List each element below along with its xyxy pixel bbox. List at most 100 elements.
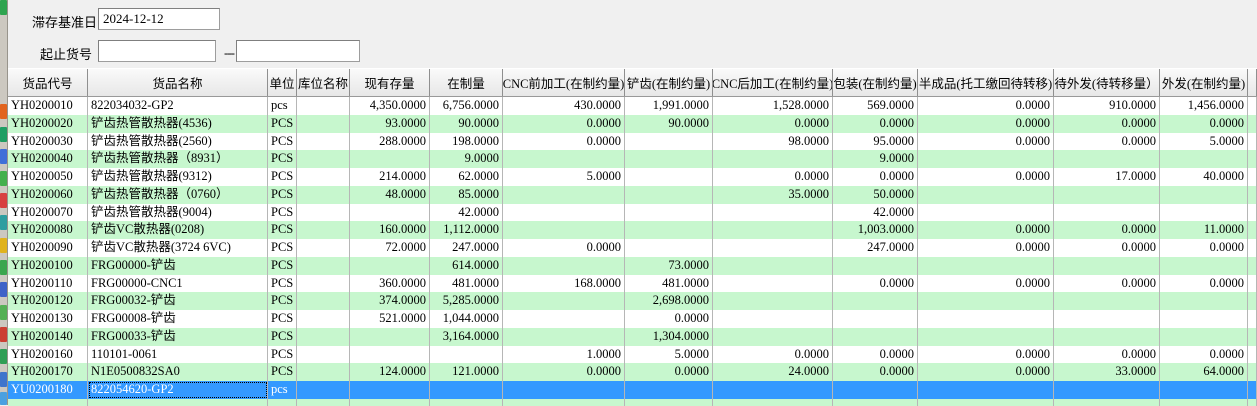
table-cell[interactable] bbox=[1248, 345, 1257, 364]
table-cell[interactable]: YH0200110 bbox=[8, 274, 88, 293]
table-cell[interactable] bbox=[1248, 363, 1257, 381]
table-cell[interactable] bbox=[833, 327, 918, 346]
table-cell[interactable]: PCS bbox=[268, 221, 297, 239]
table-cell[interactable] bbox=[297, 345, 350, 364]
table-cell[interactable] bbox=[713, 256, 833, 275]
table-cell[interactable]: FRG00032-铲齿 bbox=[88, 292, 268, 310]
table-row[interactable]: YH0200010 822034032-GP2 pcs 4,350.0000 6,756… bbox=[8, 97, 1257, 115]
table-cell[interactable]: 1,304.0000 bbox=[625, 327, 713, 346]
table-cell[interactable] bbox=[1160, 150, 1248, 168]
table-cell[interactable]: PCS bbox=[268, 185, 297, 204]
table-cell[interactable]: 822054620-GP2 bbox=[88, 381, 268, 399]
table-cell[interactable]: 110101-0061 bbox=[88, 345, 268, 364]
table-cell[interactable] bbox=[503, 150, 625, 168]
table-cell[interactable]: 85.0000 bbox=[430, 185, 503, 204]
column-header[interactable]: 货品名称 bbox=[88, 69, 268, 96]
table-cell[interactable]: 2,698.0000 bbox=[625, 292, 713, 310]
table-cell[interactable]: PCS bbox=[268, 114, 297, 133]
table-cell[interactable]: FRG00033-铲齿 bbox=[88, 327, 268, 346]
table-cell[interactable]: YH0200010 bbox=[8, 97, 88, 115]
table-row[interactable]: YH0200130 FRG00008-铲齿 PCS 521.0000 1,044.000… bbox=[8, 310, 1257, 328]
table-cell[interactable]: 铲齿热管散热器（0760） bbox=[88, 185, 268, 204]
table-cell[interactable]: 0.0000 bbox=[625, 310, 713, 328]
table-row[interactable]: YH0200050 铲齿热管散热器(9312) PCS 214.0000 62.0000… bbox=[8, 168, 1257, 186]
table-cell[interactable] bbox=[625, 239, 713, 257]
table-cell[interactable] bbox=[350, 398, 430, 406]
table-cell[interactable]: PCS bbox=[268, 363, 297, 381]
table-cell[interactable] bbox=[833, 292, 918, 310]
table-cell[interactable] bbox=[1248, 239, 1257, 257]
table-cell[interactable]: 93.0000 bbox=[350, 114, 430, 133]
table-cell[interactable] bbox=[713, 327, 833, 346]
table-cell[interactable]: YH0200030 bbox=[8, 132, 88, 151]
table-cell[interactable] bbox=[625, 381, 713, 399]
table-cell[interactable]: 0.0000 bbox=[1160, 114, 1248, 133]
table-cell[interactable]: 1,003.0000 bbox=[833, 221, 918, 239]
table-cell[interactable]: 1,456.0000 bbox=[1160, 97, 1248, 115]
table-cell[interactable]: 3,164.0000 bbox=[430, 327, 503, 346]
table-cell[interactable]: 铲齿热管散热器（8931） bbox=[88, 150, 268, 168]
table-cell[interactable] bbox=[350, 381, 430, 399]
table-cell[interactable] bbox=[1160, 381, 1248, 399]
table-cell[interactable]: YH0200060 bbox=[8, 185, 88, 204]
table-row[interactable]: YH0200110 FRG00000-CNC1 PCS 360.0000 481.000… bbox=[8, 274, 1257, 293]
table-cell[interactable] bbox=[625, 203, 713, 222]
table-cell[interactable] bbox=[625, 168, 713, 186]
table-cell[interactable]: 铲齿热管散热器(9312) bbox=[88, 168, 268, 186]
table-cell[interactable] bbox=[297, 363, 350, 381]
column-header[interactable]: CNC后加工(在制约量) bbox=[713, 69, 833, 96]
table-cell[interactable] bbox=[350, 327, 430, 346]
table-cell[interactable] bbox=[1160, 292, 1248, 310]
table-cell[interactable]: 198.0000 bbox=[430, 132, 503, 151]
table-row[interactable]: YH0200020 铲齿热管散热器(4536) PCS 93.0000 90.0000 0… bbox=[8, 114, 1257, 133]
table-cell[interactable]: PCS bbox=[268, 239, 297, 257]
table-cell[interactable] bbox=[503, 381, 625, 399]
table-cell[interactable]: PCS bbox=[268, 168, 297, 186]
table-row[interactable]: YH0200030 铲齿热管散热器(2560) PCS 288.0000 198.000… bbox=[8, 132, 1257, 151]
table-cell[interactable]: 1,112.0000 bbox=[430, 221, 503, 239]
table-cell[interactable]: 5.0000 bbox=[625, 345, 713, 364]
table-cell[interactable]: YH0200020 bbox=[8, 114, 88, 133]
table-cell[interactable]: 0.0000 bbox=[503, 114, 625, 133]
table-cell[interactable] bbox=[350, 150, 430, 168]
table-cell[interactable] bbox=[297, 203, 350, 222]
table-cell[interactable] bbox=[1054, 292, 1160, 310]
table-cell[interactable]: 40.0000 bbox=[1160, 168, 1248, 186]
table-cell[interactable] bbox=[430, 381, 503, 399]
table-cell[interactable]: PCS bbox=[268, 310, 297, 328]
table-cell[interactable] bbox=[713, 150, 833, 168]
table-row[interactable]: YH0200160 110101-0061 PCS 1.0000 5.0000 0.000… bbox=[8, 345, 1257, 364]
table-cell[interactable]: 288.0000 bbox=[350, 132, 430, 151]
table-cell[interactable] bbox=[833, 310, 918, 328]
table-cell[interactable] bbox=[1054, 327, 1160, 346]
table-cell[interactable]: 247.0000 bbox=[430, 239, 503, 257]
table-cell[interactable]: 0.0000 bbox=[1054, 221, 1160, 239]
column-header[interactable] bbox=[1248, 69, 1257, 96]
table-cell[interactable] bbox=[833, 398, 918, 406]
table-cell[interactable]: 95.0000 bbox=[833, 132, 918, 151]
table-cell[interactable] bbox=[1248, 274, 1257, 293]
table-cell[interactable] bbox=[503, 398, 625, 406]
table-cell[interactable]: FRG00000-铲齿 bbox=[88, 256, 268, 275]
table-cell[interactable] bbox=[918, 398, 1054, 406]
table-cell[interactable] bbox=[430, 398, 503, 406]
table-cell[interactable]: 0.0000 bbox=[1160, 274, 1248, 293]
table-cell[interactable]: 569.0000 bbox=[833, 97, 918, 115]
table-cell[interactable] bbox=[918, 292, 1054, 310]
table-cell[interactable]: 0.0000 bbox=[918, 221, 1054, 239]
table-cell[interactable] bbox=[297, 168, 350, 186]
table-cell[interactable]: 铲齿热管散热器(9004) bbox=[88, 203, 268, 222]
table-cell[interactable] bbox=[297, 292, 350, 310]
item-from-input[interactable] bbox=[98, 40, 216, 62]
table-cell[interactable] bbox=[713, 292, 833, 310]
table-cell[interactable]: 0.0000 bbox=[713, 168, 833, 186]
table-cell[interactable] bbox=[297, 221, 350, 239]
table-cell[interactable]: 1,528.0000 bbox=[713, 97, 833, 115]
column-header[interactable]: 现有存量 bbox=[350, 69, 430, 96]
table-cell[interactable]: 4,350.0000 bbox=[350, 97, 430, 115]
table-cell[interactable]: pcs bbox=[268, 97, 297, 115]
table-cell[interactable]: 98.0000 bbox=[713, 132, 833, 151]
table-cell[interactable]: 24.0000 bbox=[713, 363, 833, 381]
column-header[interactable]: 单位 bbox=[268, 69, 297, 96]
table-cell[interactable]: 0.0000 bbox=[833, 345, 918, 364]
